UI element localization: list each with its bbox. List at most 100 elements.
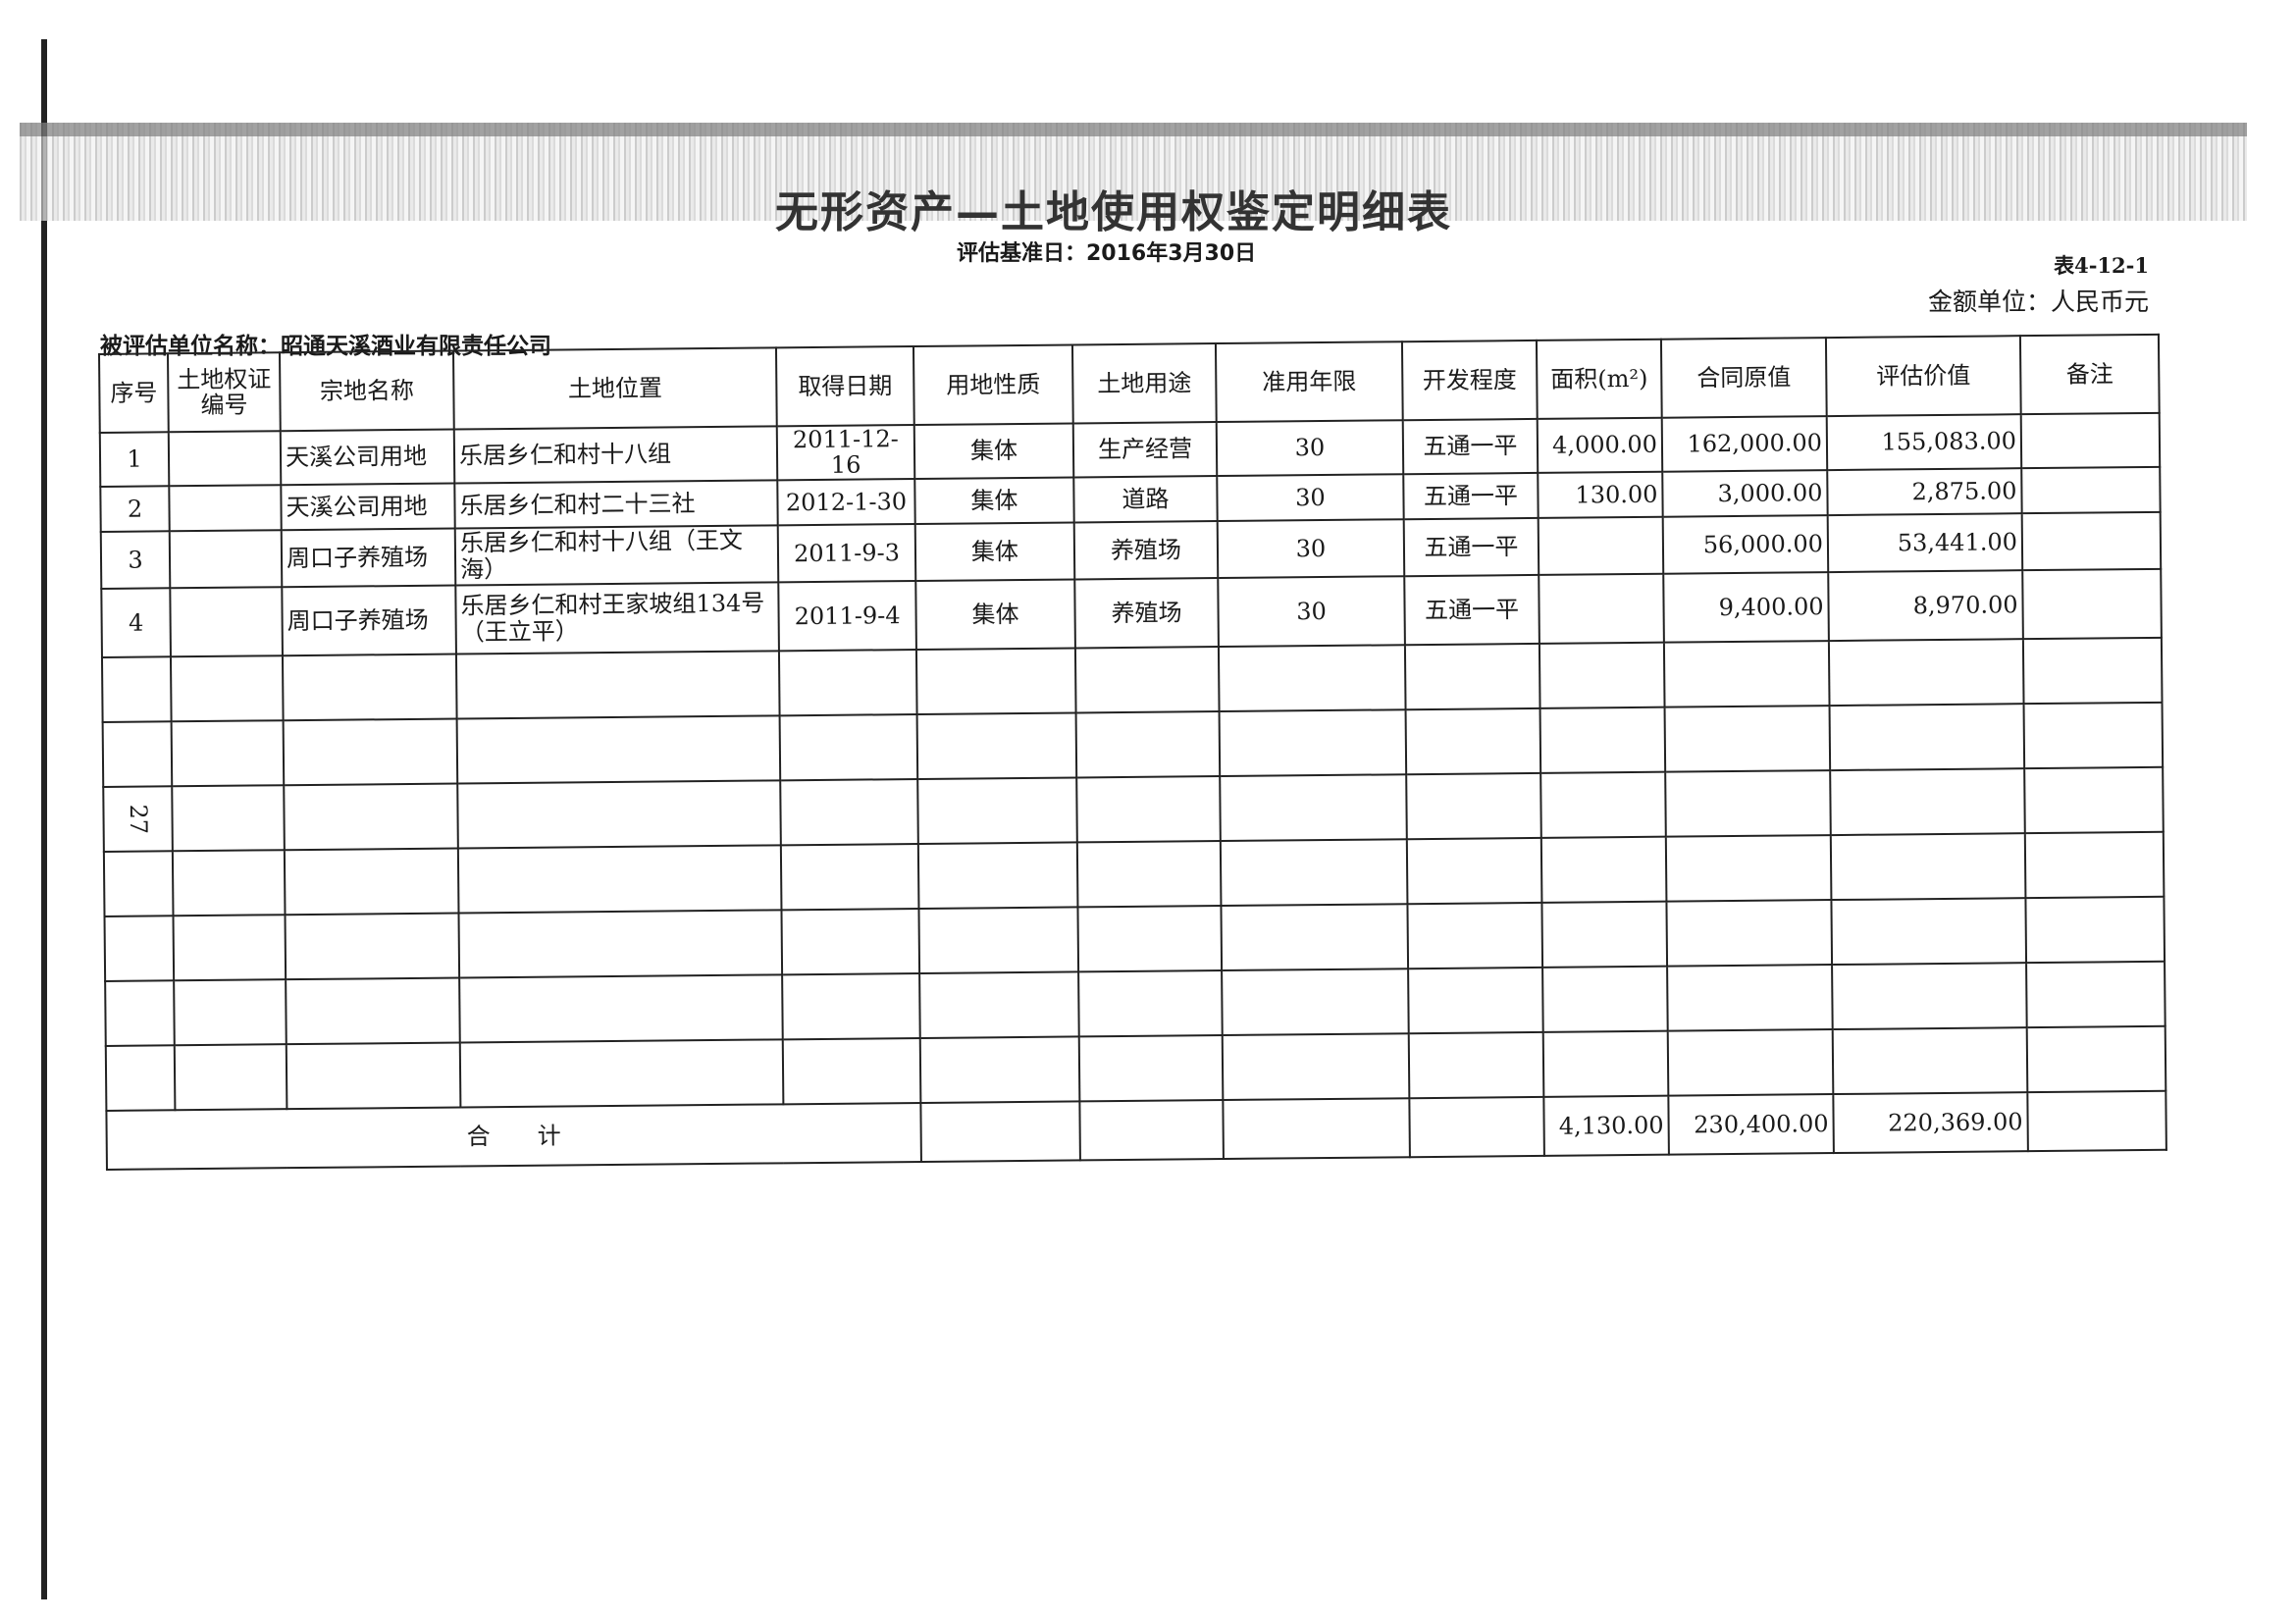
column-header: 备注 — [2019, 334, 2160, 415]
cell-date: 2011-9-3 — [777, 523, 916, 583]
empty-cell — [919, 1036, 1080, 1103]
empty-cell — [1077, 905, 1223, 972]
total-label: 合 计 — [106, 1102, 921, 1170]
land-use-rights-table: 序号 土地权证编号 宗地名称 土地位置 取得日期 用地性质 土地用途 准用年限 开发程度 面积(m… — [98, 334, 2167, 1171]
cell-location: 乐居乡仁和村王家坡组134号（王立平） — [455, 582, 779, 654]
table-number: 表4-12-1 — [2054, 253, 2149, 278]
empty-cell — [1541, 901, 1668, 968]
scan-noise-band — [20, 123, 2247, 221]
empty-cell — [917, 777, 1077, 844]
empty-cell — [174, 1043, 287, 1111]
empty-cell — [172, 784, 285, 852]
cell-contract: 162,000.00 — [1661, 416, 1828, 472]
empty-cell — [284, 783, 458, 850]
empty-cell — [782, 1037, 921, 1105]
cell-nature: 集体 — [915, 579, 1075, 650]
empty-cell — [1078, 969, 1223, 1037]
empty-cell — [286, 977, 460, 1044]
empty-cell — [283, 718, 458, 785]
cell-use: 养殖场 — [1074, 577, 1219, 649]
cell-area — [1538, 516, 1664, 575]
cell-area: 130.00 — [1538, 471, 1663, 518]
cell-name: 周口子养殖场 — [281, 528, 456, 587]
page-mark: 27 — [124, 803, 152, 834]
empty-cell — [1829, 703, 2025, 770]
empty-cell — [286, 1042, 461, 1109]
empty-cell — [1219, 709, 1407, 776]
cell-name: 天溪公司用地 — [280, 429, 455, 485]
empty-cell — [1078, 1034, 1224, 1102]
total-appraised: 220,369.00 — [1833, 1091, 2028, 1153]
empty-cell — [1076, 775, 1221, 843]
cell-dev: 五通一平 — [1404, 574, 1539, 646]
total-area: 4,130.00 — [1543, 1095, 1669, 1156]
empty-cell — [1666, 899, 1833, 967]
cell-cert — [169, 529, 283, 589]
cell-location: 乐居乡仁和村二十三社 — [454, 480, 778, 529]
empty-cell — [458, 910, 783, 978]
empty-cell — [1667, 964, 1833, 1031]
cell-dev: 五通一平 — [1402, 418, 1539, 475]
cell-appraised: 8,970.00 — [1828, 569, 2023, 641]
cell-date: 2012-1-30 — [777, 478, 915, 526]
empty-cell — [1539, 642, 1665, 708]
empty-cell — [456, 715, 781, 784]
cell-date: 2011-12-16 — [776, 425, 915, 481]
cell-date: 2011-9-4 — [778, 580, 916, 652]
column-header: 序号 — [99, 353, 169, 433]
empty-cell — [781, 908, 920, 975]
empty-cell — [780, 843, 919, 911]
empty-cell — [780, 778, 918, 846]
empty-cell — [1218, 645, 1406, 711]
cell-note — [2021, 466, 2161, 513]
empty-cell — [1220, 774, 1407, 841]
cell-cert — [168, 431, 282, 487]
cell-note — [2021, 511, 2162, 570]
empty-cell — [1220, 839, 1408, 906]
empty-cell — [1832, 962, 2027, 1029]
empty-cell — [1074, 646, 1220, 713]
cell-no: 2 — [100, 486, 170, 532]
empty-cell — [1665, 834, 1832, 902]
empty-cell — [459, 1039, 784, 1108]
column-header: 取得日期 — [775, 346, 914, 427]
empty-cell — [1665, 769, 1831, 837]
column-header: 面积(m²) — [1536, 339, 1662, 419]
column-header: 土地权证编号 — [168, 352, 281, 433]
empty-cell — [1832, 1026, 2028, 1094]
empty-cell — [103, 851, 174, 916]
empty-cell — [1408, 967, 1543, 1033]
empty-cell — [782, 972, 920, 1040]
empty-cell — [459, 974, 783, 1043]
cell-appraised: 53,441.00 — [1827, 512, 2023, 572]
cell-nature: 集体 — [914, 477, 1074, 524]
empty-cell — [173, 914, 287, 981]
cell-nature: 集体 — [913, 423, 1074, 479]
cell-contract: 56,000.00 — [1662, 514, 1829, 574]
company-name: 被评估单位名称：昭通天溪酒业有限责任公司 — [100, 333, 551, 359]
empty-cell — [284, 848, 459, 915]
empty-cell — [174, 978, 287, 1046]
cell-years: 30 — [1218, 576, 1405, 647]
empty-cell: 27 — [103, 786, 173, 852]
empty-cell — [1542, 1030, 1669, 1097]
cell-contract: 3,000.00 — [1662, 469, 1828, 517]
empty-cell — [457, 845, 782, 914]
empty-cell — [1222, 968, 1409, 1035]
empty-cell — [2026, 1025, 2166, 1092]
empty-cell — [920, 1101, 1080, 1162]
empty-cell — [1075, 710, 1221, 778]
empty-cell — [1223, 1097, 1410, 1159]
cell-appraised: 155,083.00 — [1826, 414, 2022, 470]
empty-cell — [779, 713, 918, 781]
empty-cell — [101, 656, 172, 722]
empty-cell — [778, 649, 917, 716]
cell-note — [2020, 412, 2161, 468]
column-header: 宗地名称 — [280, 350, 454, 432]
cell-name: 周口子养殖场 — [282, 585, 456, 655]
cell-dev: 五通一平 — [1403, 517, 1539, 577]
cell-dev: 五通一平 — [1403, 472, 1539, 520]
cell-no: 4 — [101, 588, 171, 657]
cell-years: 30 — [1217, 474, 1404, 521]
empty-cell — [916, 712, 1077, 779]
